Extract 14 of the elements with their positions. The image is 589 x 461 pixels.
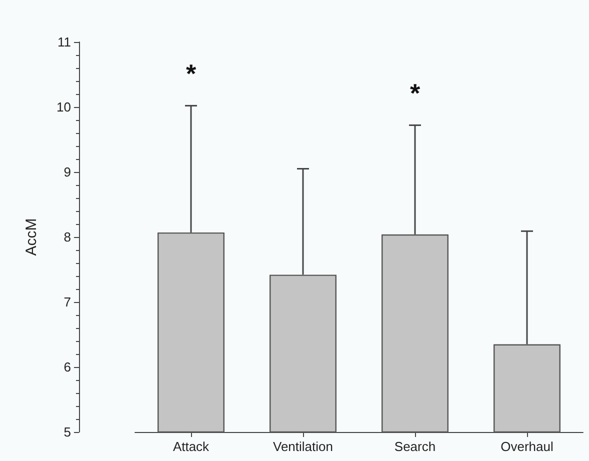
x-tick-label: Overhaul xyxy=(500,439,554,454)
x-tick-label: Search xyxy=(394,439,436,454)
y-tick-label: 5 xyxy=(64,424,71,440)
x-tick-label: Attack xyxy=(172,439,210,454)
y-tick-label: 10 xyxy=(56,100,71,114)
y-tick-label: 6 xyxy=(64,360,71,374)
y-axis-title: AccM xyxy=(23,218,40,256)
annotation: * xyxy=(186,58,197,89)
y-tick-label: 7 xyxy=(64,294,71,310)
y-tick-label: 9 xyxy=(64,164,71,180)
annotation: * xyxy=(410,78,421,108)
x-tick-label: Ventilation xyxy=(273,439,333,454)
y-tick-label: 8 xyxy=(64,230,71,244)
y-tick-label: 11 xyxy=(58,34,71,50)
